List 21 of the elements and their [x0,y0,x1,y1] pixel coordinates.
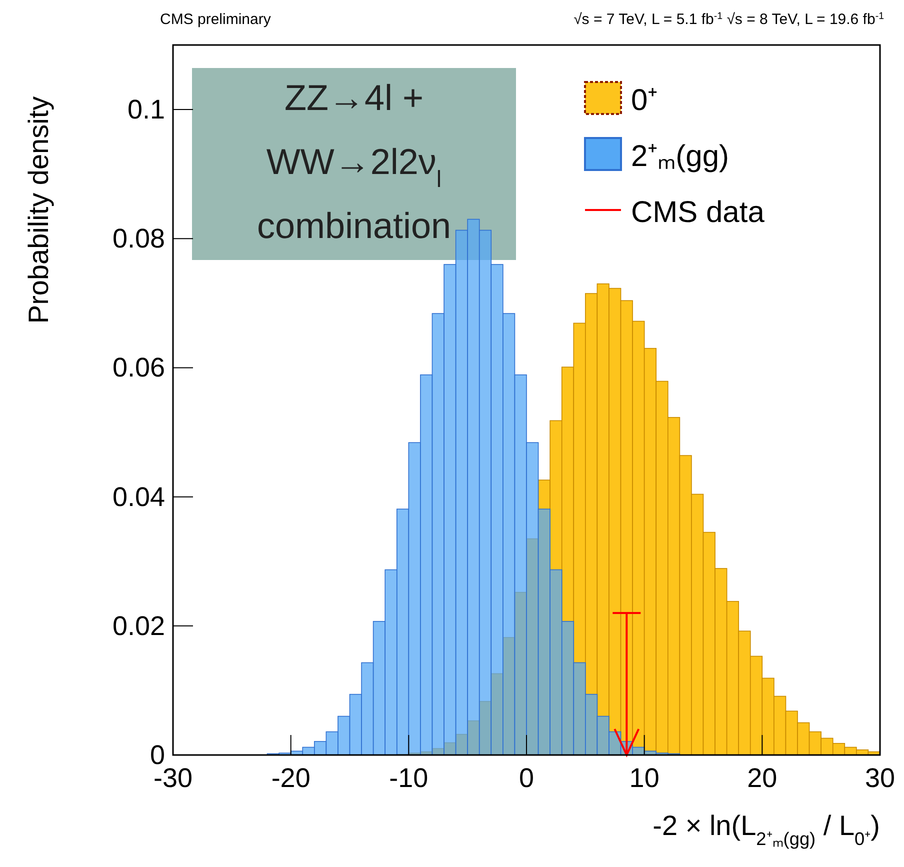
legend-label: 0⁺ [631,84,658,117]
y-tick-label: 0.02 [112,610,165,641]
annotation: WW→2l2ν$_{l}$ [266,141,442,192]
x-tick-label: 0 [518,763,534,793]
chart-title: CMS preliminary [160,11,272,28]
legend-label: 2⁺ₘ(gg) [631,140,730,173]
y-tick-label: 0.1 [127,94,165,125]
chart-subtitle: √s = 7 TeV, L = 5.1 fb$^{-1}$ √s = 8 TeV, L = 19.6 fb$^{-1}$ [574,10,884,28]
y-tick-label: 0.04 [112,482,165,512]
y-axis-title: Probability density [23,96,54,324]
y-tick-label: 0.08 [112,224,165,254]
legend-label: CMS data [631,196,765,229]
x-axis-title: -2 × ln(L$_{2⁺ₘ(gg)}$ / L$_{0⁺}$) [652,810,880,849]
x-tick-label: 30 [864,763,896,793]
x-tick-label: 20 [747,763,778,793]
annotation: combination [256,205,452,246]
annotation: ZZ→4l + [284,77,424,118]
x-tick-label: -10 [389,763,428,793]
x-tick-label: -20 [271,763,310,793]
y-tick-label: 0.06 [112,352,165,383]
x-tick-label: 10 [629,763,660,793]
